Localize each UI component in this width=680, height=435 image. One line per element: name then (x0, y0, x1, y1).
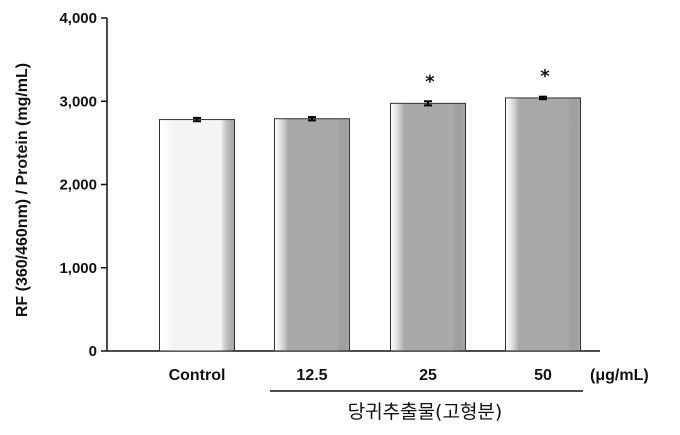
y-tick-label: 2,000 (59, 177, 97, 194)
x-tick-label: 25 (419, 367, 437, 384)
bar (159, 119, 235, 352)
y-tick-label: 3,000 (59, 93, 97, 110)
bars: * * (159, 66, 581, 352)
unit-label: (μg/mL) (590, 367, 649, 384)
y-tick-label: 1,000 (59, 260, 97, 277)
y-axis-label: RF (360/460nm) / Protein (mg/mL) (14, 63, 31, 317)
y-tick-label: 0 (89, 343, 97, 360)
x-tick-label: Control (169, 367, 226, 384)
bar (274, 118, 350, 352)
x-tick-label: 50 (534, 367, 552, 384)
bar (505, 97, 581, 352)
group-label: 당귀추출물(고형분) (348, 401, 503, 423)
x-axis-labels: Control 12.5 25 50 (169, 367, 552, 384)
y-tick-label: 4,000 (59, 10, 97, 27)
y-axis: 0 1,000 2,000 3,000 4,000 (59, 10, 600, 360)
significance-marker: * (425, 71, 435, 92)
x-tick-label: 12.5 (296, 367, 327, 384)
significance-marker: * (540, 66, 550, 87)
bar (390, 102, 466, 352)
